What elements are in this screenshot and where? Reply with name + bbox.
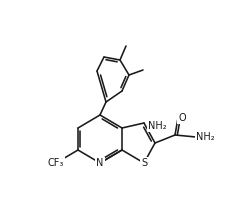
- Text: NH₂: NH₂: [148, 121, 167, 131]
- Text: CF₃: CF₃: [48, 158, 64, 168]
- Text: NH₂: NH₂: [196, 132, 215, 142]
- Text: O: O: [178, 113, 186, 123]
- Text: N: N: [96, 158, 104, 168]
- Text: S: S: [141, 158, 147, 168]
